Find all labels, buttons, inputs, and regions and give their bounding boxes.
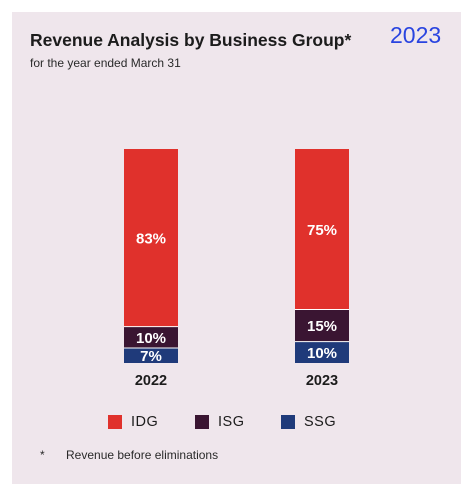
bar-ssg-2022 [124,348,178,363]
year-badge: 2023 [390,22,442,48]
footnote-text: Revenue before eliminations [66,448,219,462]
legend-label-idg: IDG [131,414,159,430]
legend-item-idg: IDG [108,414,158,430]
category-label-2022: 2022 [135,373,167,389]
bar-isg-2023 [295,309,349,342]
footnote: * Revenue before eliminations [40,448,218,462]
legend-swatch-ssg [281,415,295,429]
data-label-idg-2023: 75% [307,222,337,239]
data-label-isg-2023: 15% [307,318,337,335]
data-label-ssg-2022: 7% [140,348,162,365]
legend-item-isg: ISG [195,414,244,430]
data-label-ssg-2023: 10% [307,345,337,362]
legend-item-ssg: SSG [281,414,336,430]
data-label-idg-2022: 83% [136,230,166,247]
footnote-marker: * [40,448,45,462]
legend-label-ssg: SSG [304,414,337,430]
legend-label-isg: ISG [218,414,245,430]
legend-swatch-idg [108,415,122,429]
chart-card: Revenue Analysis by Business Group* for … [12,12,461,484]
bar-idg-2022 [124,149,178,327]
bar-ssg-2023 [295,341,349,363]
data-label-isg-2022: 10% [136,330,166,347]
legend-swatch-isg [195,415,209,429]
category-label-2023: 2023 [306,373,338,389]
bar-isg-2022 [124,326,178,349]
chart-title: Revenue Analysis by Business Group* [30,30,352,50]
chart-subtitle: for the year ended March 31 [30,56,181,70]
bar-idg-2023 [295,149,349,310]
